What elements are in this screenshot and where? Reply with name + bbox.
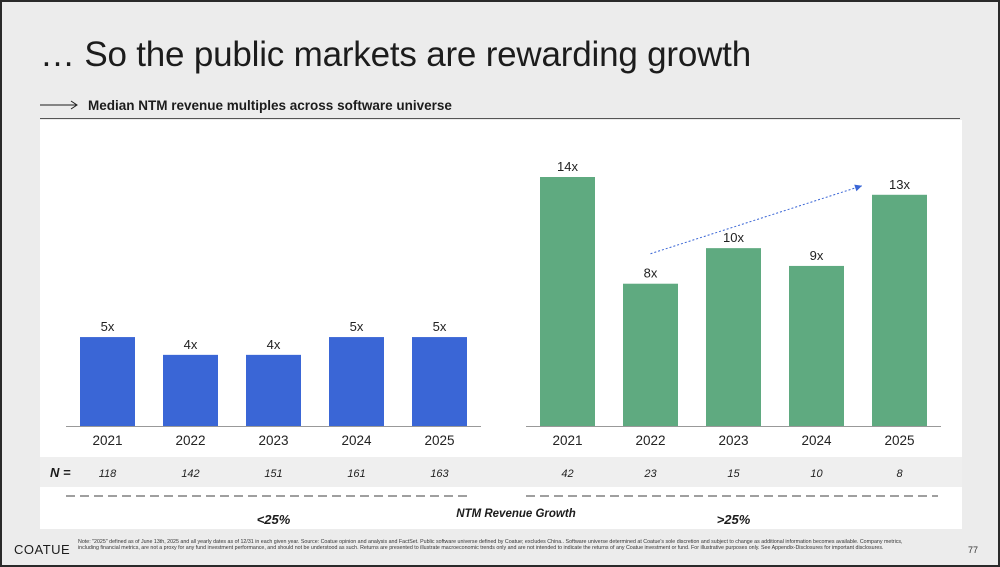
chart-subtitle: Median NTM revenue multiples across soft…	[88, 98, 452, 113]
n-count: 142	[181, 468, 199, 480]
x-tick-label: 2025	[424, 433, 454, 448]
bar	[623, 283, 678, 426]
x-tick-label: 2022	[175, 433, 205, 448]
data-label: 5x	[101, 319, 115, 334]
data-label: 9x	[810, 248, 824, 263]
data-label: 8x	[644, 266, 658, 281]
bar	[789, 265, 844, 426]
n-count: 163	[430, 468, 449, 480]
x-tick-label: 2024	[801, 433, 832, 448]
x-tick-label: 2021	[92, 433, 122, 448]
n-count: 23	[643, 468, 657, 480]
chart-panel: N = 5x 2021 118 4x 2022 142 4x 2023 151 5x 2024 161 5…	[40, 120, 962, 529]
footnote: Note: "2025" defined as of June 13th, 20…	[78, 539, 903, 552]
n-row-band	[40, 457, 962, 487]
n-count: 161	[347, 468, 365, 480]
right-arrow-icon	[40, 100, 78, 110]
n-count: 42	[561, 468, 573, 480]
n-count: 151	[264, 468, 282, 480]
trend-arrow-head-icon	[854, 184, 862, 192]
coatue-logo: COATUE	[14, 542, 71, 557]
data-label: 14x	[557, 159, 578, 174]
data-label: 4x	[184, 337, 198, 352]
n-count: 118	[99, 468, 117, 480]
x-axis-title: NTM Revenue Growth	[456, 508, 575, 520]
bar	[706, 248, 761, 426]
x-tick-label: 2024	[341, 433, 372, 448]
x-tick-label: 2023	[718, 433, 748, 448]
n-label: N =	[50, 465, 71, 480]
x-tick-label: 2022	[635, 433, 665, 448]
group-label: >25%	[717, 512, 751, 527]
bar-chart: N = 5x 2021 118 4x 2022 142 4x 2023 151 5x 2024 161 5…	[40, 159, 962, 527]
bar	[329, 337, 384, 426]
data-label: 5x	[433, 319, 447, 334]
data-label: 4x	[267, 337, 281, 352]
n-count: 15	[727, 468, 740, 480]
n-count: 8	[896, 468, 903, 480]
trend-arrow-line	[650, 185, 863, 255]
bar	[540, 177, 595, 426]
slide-title: … So the public markets are rewarding gr…	[40, 35, 751, 74]
bar	[246, 354, 301, 426]
bar	[412, 337, 467, 426]
group-label: <25%	[257, 512, 291, 527]
x-tick-label: 2023	[258, 433, 288, 448]
n-count: 10	[810, 468, 823, 480]
data-label: 5x	[350, 319, 364, 334]
bar	[80, 337, 135, 426]
data-label: 13x	[889, 177, 910, 192]
data-label: 10x	[723, 230, 744, 245]
header-divider	[40, 118, 960, 119]
x-tick-label: 2021	[552, 433, 582, 448]
x-tick-label: 2025	[884, 433, 914, 448]
bar	[163, 354, 218, 426]
bar	[872, 194, 927, 426]
page-number: 77	[967, 545, 978, 555]
